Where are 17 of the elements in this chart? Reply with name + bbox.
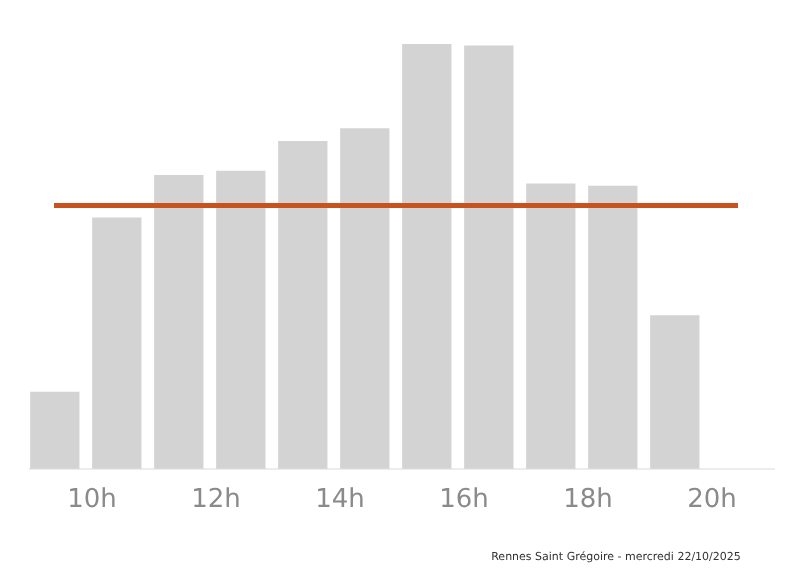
bar <box>216 170 266 469</box>
bar <box>154 175 204 469</box>
bar <box>526 183 576 469</box>
bar <box>588 185 638 469</box>
bar <box>464 45 514 469</box>
bar <box>402 44 452 469</box>
x-tick-label: 14h <box>315 485 365 516</box>
bar <box>650 315 700 469</box>
bar <box>30 391 80 469</box>
bar <box>278 141 328 469</box>
x-tick-label: 20h <box>687 485 737 516</box>
x-tick-label: 18h <box>563 485 613 516</box>
x-tick-label: 10h <box>67 485 117 516</box>
bar <box>340 128 390 469</box>
x-tick-label: 16h <box>439 485 489 516</box>
x-tick-label: 12h <box>191 485 241 516</box>
bar <box>92 217 142 469</box>
